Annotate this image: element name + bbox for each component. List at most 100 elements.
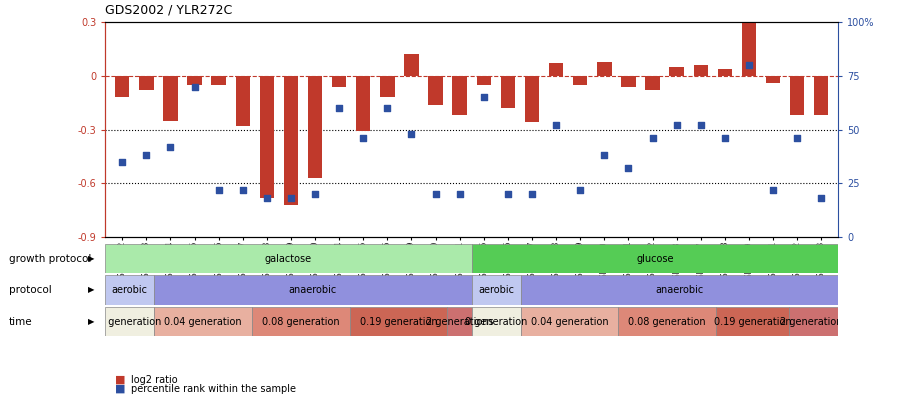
Bar	[252, 307, 350, 336]
Bar	[520, 307, 618, 336]
Point	[476, 94, 491, 100]
Text: glucose: glucose	[637, 254, 673, 264]
Text: ▶: ▶	[88, 254, 94, 263]
Bar	[447, 307, 472, 336]
Bar	[404, 54, 419, 76]
Point	[717, 135, 732, 141]
Text: ■: ■	[114, 384, 125, 394]
Bar	[573, 76, 587, 85]
Bar	[453, 76, 467, 115]
Text: log2 ratio: log2 ratio	[131, 375, 178, 385]
Point	[766, 186, 780, 193]
Bar	[163, 76, 178, 121]
Bar	[549, 64, 563, 76]
Point	[163, 143, 178, 150]
Bar	[476, 76, 491, 85]
Bar	[472, 307, 520, 336]
Bar	[472, 244, 838, 273]
Bar	[814, 76, 828, 115]
Text: 0.04 generation: 0.04 generation	[530, 317, 608, 326]
Point	[308, 191, 322, 197]
Point	[187, 83, 202, 90]
Point	[693, 122, 708, 128]
Bar	[429, 76, 442, 104]
Bar	[742, 22, 757, 76]
Text: 0.08 generation: 0.08 generation	[262, 317, 340, 326]
Point	[453, 191, 467, 197]
Point	[235, 186, 250, 193]
Bar	[380, 76, 395, 98]
Point	[597, 152, 612, 159]
Bar	[693, 65, 708, 76]
Text: 0.19 generation: 0.19 generation	[714, 317, 791, 326]
Text: GDS2002 / YLR272C: GDS2002 / YLR272C	[105, 3, 233, 16]
Bar	[235, 76, 250, 126]
Point	[139, 152, 154, 159]
Point	[356, 135, 371, 141]
Point	[549, 122, 563, 128]
Bar	[139, 76, 154, 90]
Text: ▶: ▶	[88, 286, 94, 294]
Point	[500, 191, 515, 197]
Bar	[187, 76, 202, 85]
Point	[742, 62, 757, 68]
Bar	[350, 307, 447, 336]
Bar	[472, 275, 520, 305]
Bar	[259, 76, 274, 198]
Bar	[105, 275, 154, 305]
Bar	[717, 69, 732, 76]
Text: 0.04 generation: 0.04 generation	[164, 317, 242, 326]
Bar	[332, 76, 346, 87]
Text: 2 generations: 2 generations	[426, 317, 494, 326]
Point	[380, 105, 395, 111]
Point	[332, 105, 346, 111]
Bar	[790, 76, 804, 115]
Text: time: time	[9, 317, 33, 326]
Bar	[501, 76, 515, 108]
Bar	[621, 76, 636, 87]
Text: anaerobic: anaerobic	[289, 285, 337, 295]
Text: protocol: protocol	[9, 285, 52, 295]
Bar	[766, 76, 780, 83]
Bar	[284, 76, 299, 205]
Text: percentile rank within the sample: percentile rank within the sample	[131, 384, 296, 394]
Bar	[597, 62, 612, 76]
Text: galactose: galactose	[265, 254, 312, 264]
Point	[670, 122, 684, 128]
Text: aerobic: aerobic	[112, 285, 147, 295]
Point	[114, 159, 129, 165]
Bar	[645, 76, 660, 90]
Text: 0 generation: 0 generation	[99, 317, 161, 326]
Text: aerobic: aerobic	[478, 285, 514, 295]
Point	[284, 195, 299, 202]
Bar	[520, 275, 838, 305]
Text: 0 generation: 0 generation	[465, 317, 528, 326]
Bar	[105, 307, 154, 336]
Bar	[115, 76, 129, 98]
Point	[404, 131, 419, 137]
Text: anaerobic: anaerobic	[655, 285, 703, 295]
Bar	[308, 76, 322, 178]
Bar	[154, 307, 252, 336]
Text: 0.08 generation: 0.08 generation	[628, 317, 706, 326]
Point	[645, 135, 660, 141]
Text: ▶: ▶	[88, 317, 94, 326]
Bar	[618, 307, 716, 336]
Text: growth protocol: growth protocol	[9, 254, 92, 264]
Bar	[790, 307, 838, 336]
Bar	[716, 307, 790, 336]
Bar	[670, 67, 684, 76]
Point	[259, 195, 274, 202]
Bar	[212, 76, 226, 85]
Text: 2 generations: 2 generations	[780, 317, 847, 326]
Point	[621, 165, 636, 171]
Point	[525, 191, 540, 197]
Bar	[105, 244, 472, 273]
Bar	[356, 76, 370, 131]
Point	[572, 186, 587, 193]
Point	[212, 186, 226, 193]
Text: 0.19 generation: 0.19 generation	[360, 317, 437, 326]
Text: ■: ■	[114, 375, 125, 385]
Point	[814, 195, 829, 202]
Bar	[154, 275, 472, 305]
